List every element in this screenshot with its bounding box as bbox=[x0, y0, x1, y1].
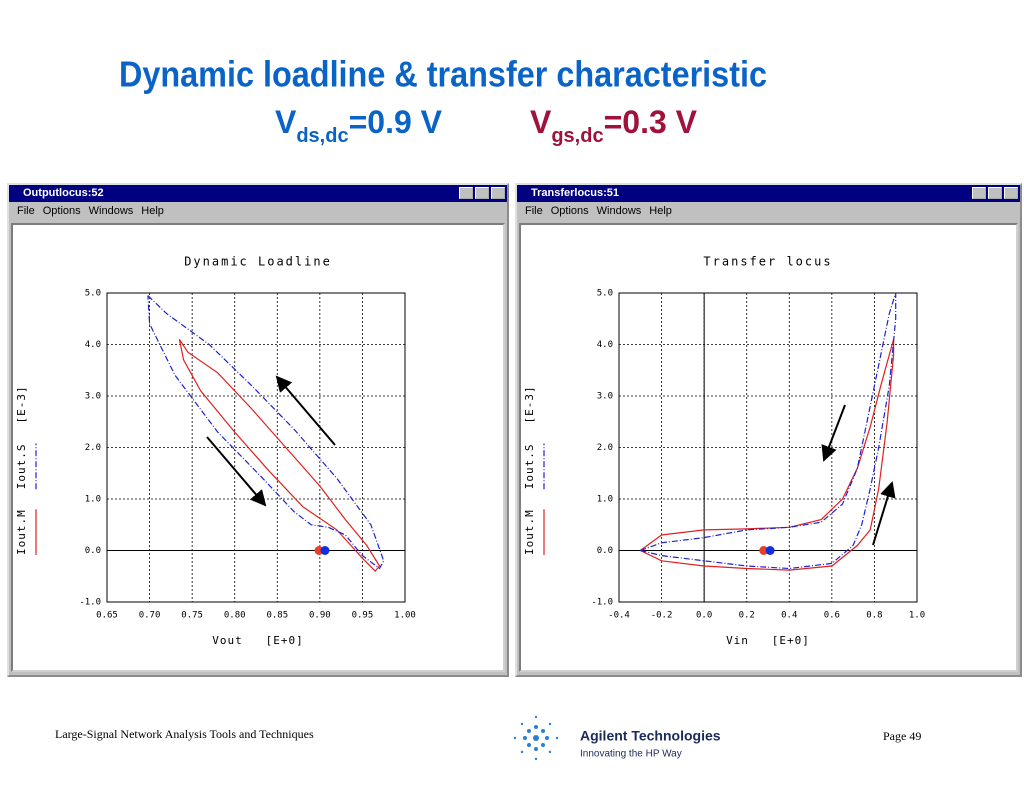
plot-frame bbox=[106, 292, 406, 603]
tagline: Innovating the HP Way bbox=[580, 749, 682, 760]
y-tick-label: 3.0 bbox=[85, 392, 101, 402]
operating-point bbox=[765, 546, 775, 555]
operating-point bbox=[759, 546, 769, 555]
plot-area bbox=[11, 223, 505, 672]
legend-label: Iout.M bbox=[523, 509, 536, 555]
legend-label: Iout.M bbox=[15, 509, 28, 555]
page-number: Page 49 bbox=[883, 729, 921, 743]
maximize-button[interactable] bbox=[988, 187, 1002, 199]
y-axis-label: [E-3] bbox=[523, 385, 536, 423]
x-tick-label: 0.90 bbox=[309, 611, 331, 621]
arrow bbox=[872, 481, 896, 546]
menu-item[interactable]: Windows bbox=[596, 205, 642, 217]
y-tick-label: -1.0 bbox=[591, 598, 613, 608]
title-bar: Transferlocus:51 bbox=[517, 185, 1020, 202]
y-tick-label: 0.0 bbox=[85, 546, 101, 556]
menu-item[interactable]: Help bbox=[141, 205, 164, 217]
maximize-button[interactable] bbox=[475, 187, 489, 199]
y-axis-label: [E-3] bbox=[15, 385, 28, 423]
y-tick-label: 4.0 bbox=[597, 340, 613, 350]
window-title: Transferlocus:51 bbox=[531, 187, 620, 199]
series-line bbox=[147, 295, 385, 570]
x-tick-label: 0.65 bbox=[96, 611, 118, 621]
x-tick-label: 0.0 bbox=[696, 611, 712, 621]
x-tick-label: 1.0 bbox=[909, 611, 925, 621]
menu-item[interactable]: Help bbox=[649, 205, 672, 217]
title-bar: Outputlocus:52 bbox=[9, 185, 507, 202]
minimize-button[interactable] bbox=[972, 187, 986, 199]
symbol: V bbox=[530, 104, 552, 140]
y-tick-label: 2.0 bbox=[85, 443, 101, 453]
value: =0.3 V bbox=[604, 104, 698, 140]
y-tick-label: 2.0 bbox=[597, 443, 613, 453]
legend-label: Iout.S bbox=[523, 444, 536, 490]
symbol: V bbox=[275, 104, 297, 140]
window: Outputlocus:52 File Options Windows Help bbox=[7, 183, 509, 677]
subscript: ds,dc bbox=[296, 125, 348, 147]
y-tick-label: 1.0 bbox=[597, 495, 613, 505]
value: =0.9 V bbox=[349, 104, 443, 140]
series-line bbox=[639, 339, 895, 571]
x-tick-label: 0.85 bbox=[266, 611, 288, 621]
y-tick-label: 3.0 bbox=[597, 392, 613, 402]
y-tick-label: -1.0 bbox=[79, 598, 101, 608]
close-button[interactable] bbox=[491, 187, 505, 199]
menu-item[interactable]: Options bbox=[42, 205, 81, 217]
x-tick-label: -0.4 bbox=[608, 611, 630, 621]
y-tick-label: 5.0 bbox=[85, 289, 101, 299]
series-line bbox=[640, 292, 897, 570]
x-tick-label: 0.6 bbox=[824, 611, 840, 621]
chart-title: Transfer locus bbox=[703, 255, 832, 269]
operating-point bbox=[320, 546, 330, 555]
x-axis-label: Vin [E+0] bbox=[726, 634, 810, 647]
window: Transferlocus:51 File Options Windows Help bbox=[515, 183, 1022, 677]
x-tick-label: 0.2 bbox=[739, 611, 755, 621]
company: Agilent Technologies bbox=[580, 728, 721, 744]
menu-item[interactable]: Windows bbox=[88, 205, 134, 217]
legend-label: Iout.S bbox=[15, 444, 28, 490]
close-button[interactable] bbox=[1004, 187, 1018, 199]
footer-text: Large-Signal Network Analysis Tools and … bbox=[55, 727, 314, 741]
series-line bbox=[178, 339, 381, 572]
y-tick-label: 0.0 bbox=[597, 546, 613, 556]
menu-item[interactable]: File bbox=[525, 205, 543, 217]
menu-bar: File Options Windows Help bbox=[9, 202, 507, 221]
x-axis-label: Vout [E+0] bbox=[212, 634, 303, 647]
subscript: gs,dc bbox=[551, 125, 603, 147]
y-tick-label: 1.0 bbox=[85, 495, 101, 505]
x-tick-label: 0.75 bbox=[181, 611, 203, 621]
menu-bar: File Options Windows Help bbox=[517, 202, 1020, 221]
window-title: Outputlocus:52 bbox=[23, 187, 104, 199]
slide-title: Dynamic loadline & transfer characterist… bbox=[119, 55, 767, 95]
x-tick-label: 0.95 bbox=[352, 611, 374, 621]
minimize-button[interactable] bbox=[459, 187, 473, 199]
arrow bbox=[275, 375, 336, 446]
logo bbox=[513, 715, 559, 761]
x-tick-label: 0.80 bbox=[224, 611, 246, 621]
chart-title: Dynamic Loadline bbox=[184, 255, 332, 269]
x-tick-label: 0.8 bbox=[866, 611, 882, 621]
arrow bbox=[821, 404, 846, 462]
x-tick-label: 0.70 bbox=[139, 611, 161, 621]
x-tick-label: 1.00 bbox=[394, 611, 416, 621]
x-tick-label: 0.4 bbox=[781, 611, 797, 621]
y-tick-label: 5.0 bbox=[597, 289, 613, 299]
arrow bbox=[206, 436, 267, 507]
plot-frame bbox=[618, 292, 918, 603]
menu-item[interactable]: Options bbox=[550, 205, 589, 217]
arrows bbox=[206, 375, 896, 546]
condition: Vgs,dc=0.3 V bbox=[530, 104, 698, 147]
menu-item[interactable]: File bbox=[17, 205, 35, 217]
x-tick-label: -0.2 bbox=[651, 611, 673, 621]
y-tick-label: 4.0 bbox=[85, 340, 101, 350]
condition: Vds,dc=0.9 V bbox=[275, 104, 443, 147]
